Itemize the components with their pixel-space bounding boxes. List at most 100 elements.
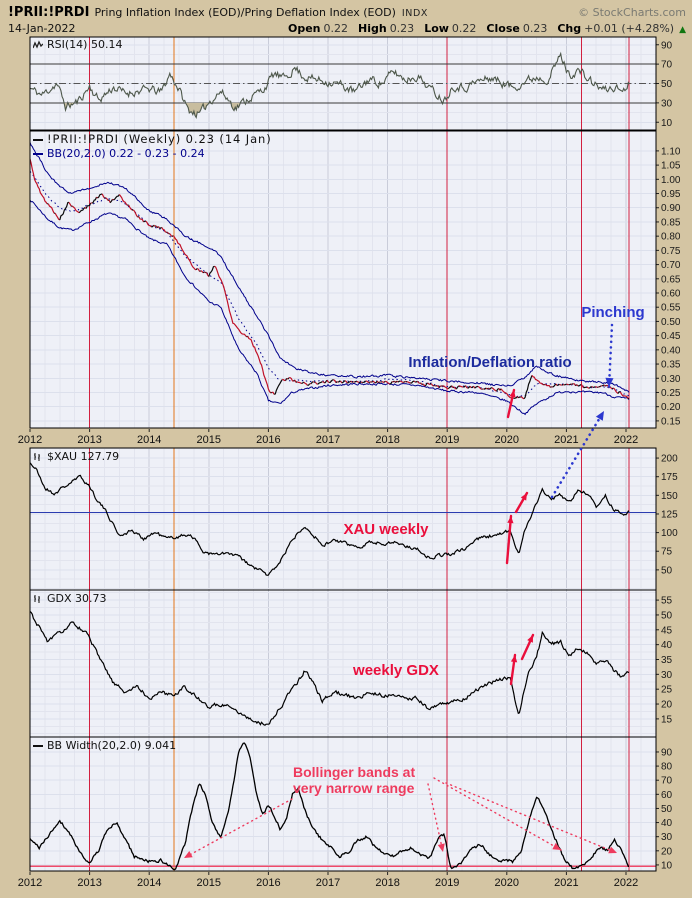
svg-text:80: 80 [661, 762, 673, 773]
header-quote-row: 14-Jan-2022 Open 0.22 High 0.23 Low 0.22… [0, 20, 692, 35]
arrowhead [608, 846, 617, 854]
y-axis-main: 1.10 1.05 1.00 0.95 0.90 0.85 0.80 0.75 0.70 0.65… [656, 146, 681, 427]
rsi-legend-label: RSI(14) 50.14 [47, 38, 123, 51]
y-axis-rsi: 90 70 50 30 10 [656, 40, 673, 129]
annotation-text: Pinching [581, 304, 644, 321]
arrowhead [605, 377, 614, 387]
price-bars-icon [34, 594, 40, 603]
bbwidth-legend-label: BB Width(20,2.0) 9.041 [47, 739, 177, 752]
year-label: 2013 [77, 877, 101, 889]
svg-text:100: 100 [661, 528, 678, 539]
year-label: 2015 [197, 877, 221, 889]
svg-text:0.25: 0.25 [661, 388, 681, 399]
svg-text:50: 50 [661, 79, 673, 90]
svg-text:0.90: 0.90 [661, 203, 681, 214]
gridlines [29, 737, 657, 871]
symbol: !PRII:!PRDI [8, 5, 90, 20]
year-label: 2019 [435, 877, 459, 889]
price-bars-icon [34, 452, 40, 461]
year-label: 2021 [554, 877, 578, 889]
svg-text:0.55: 0.55 [661, 303, 681, 314]
series-xau [30, 462, 630, 576]
ratio-legend-label: !PRII:!PRDI (Weekly) 0.23 (14 Jan) [47, 132, 272, 146]
series-main [30, 142, 630, 416]
svg-text:0.95: 0.95 [661, 189, 681, 200]
year-label: 2017 [316, 877, 340, 889]
svg-text:40: 40 [661, 818, 673, 829]
svg-text:35: 35 [661, 655, 673, 666]
low-value: 0.22 [451, 22, 477, 35]
svg-text:0.20: 0.20 [661, 402, 681, 413]
arrowhead [184, 851, 193, 858]
svg-text:0.40: 0.40 [661, 345, 681, 356]
x-axis-years: 2012 2013 2014 2015 2016 2017 2018 2019 2020 2021… [18, 429, 638, 446]
series-line-BB Width(20,2.0) [30, 742, 629, 871]
arrowhead [595, 411, 604, 421]
arrowhead [437, 843, 445, 852]
svg-text:1.00: 1.00 [661, 175, 681, 186]
rsi-legend: RSI(14) 50.14 [33, 39, 122, 50]
exchange-label: INDX [401, 8, 429, 19]
svg-text:40: 40 [661, 640, 673, 651]
header-title-row: !PRII:!PRDI Pring Inflation Index (EOD)/… [0, 0, 692, 20]
high-value: 0.23 [389, 22, 415, 35]
annotation-text: Inflation/Deflation ratio [408, 354, 571, 371]
arrowhead [510, 655, 518, 663]
y-axis-bbw: 90 80 70 60 50 40 30 20 10 [656, 747, 673, 871]
bollinger-line-swatch [33, 152, 43, 155]
year-label: 2020 [495, 877, 519, 889]
bollinger-legend: BB(20,2.0) 0.22 - 0.23 - 0.24 [33, 148, 205, 159]
svg-text:90: 90 [661, 747, 673, 758]
annotation-text: XAU weekly [343, 521, 429, 538]
change-label: Chg [557, 22, 582, 35]
svg-text:0.85: 0.85 [661, 217, 681, 228]
year-label: 2018 [375, 877, 399, 889]
svg-text:0.60: 0.60 [661, 289, 681, 300]
arrowhead [552, 842, 561, 850]
svg-text:20: 20 [661, 700, 673, 711]
y-axis-gdx: 55 50 45 40 35 30 25 20 15 [656, 596, 673, 725]
svg-text:55: 55 [661, 596, 673, 607]
ohlc-readout: Open 0.22 High 0.23 Low 0.22 Close 0.23 … [281, 22, 686, 35]
svg-text:60: 60 [661, 790, 673, 801]
svg-text:0.80: 0.80 [661, 232, 681, 243]
svg-text:200: 200 [661, 454, 678, 465]
year-label: 2014 [137, 877, 161, 889]
open-label: Open [287, 22, 321, 35]
series-line-$XAU weekly [30, 462, 630, 576]
chart-header: !PRII:!PRDI Pring Inflation Index (EOD)/… [0, 0, 692, 35]
high-label: High [358, 22, 387, 35]
svg-text:0.70: 0.70 [661, 260, 681, 271]
svg-text:45: 45 [661, 625, 673, 636]
svg-text:150: 150 [661, 491, 678, 502]
year-label: 2022 [614, 877, 638, 889]
panel-bbw: 90 80 70 60 50 40 30 20 10 [29, 736, 673, 872]
svg-text:0.45: 0.45 [661, 331, 681, 342]
y-axis-xau: 200 175 150 125 100 75 50 [656, 454, 678, 576]
series-line-GDX weekly [30, 610, 630, 726]
chart-title: Pring Inflation Index (EOD)/Pring Deflat… [94, 6, 396, 19]
year-label: 2019 [435, 434, 459, 446]
series-line-RSI(14) [30, 51, 630, 120]
arrowhead [520, 493, 527, 501]
year-label: 2016 [256, 877, 280, 889]
bollinger-legend-label: BB(20,2.0) 0.22 - 0.23 - 0.24 [47, 147, 205, 160]
chart-date: 14-Jan-2022 [8, 22, 76, 35]
arrowhead [509, 390, 516, 398]
year-label: 2021 [554, 434, 578, 446]
svg-text:175: 175 [661, 472, 678, 483]
low-label: Low [424, 22, 449, 35]
panel-gdx: 55 50 45 40 35 30 25 20 15 [29, 589, 673, 738]
svg-text:10: 10 [661, 118, 673, 129]
svg-text:0.50: 0.50 [661, 317, 681, 328]
year-label: 2012 [18, 877, 42, 889]
open-value: 0.22 [323, 22, 349, 35]
year-label: 2022 [614, 434, 638, 446]
annotation-text: Bollinger bands at [293, 764, 415, 780]
svg-text:0.65: 0.65 [661, 274, 681, 285]
gridlines [29, 590, 657, 737]
svg-text:1.05: 1.05 [661, 161, 681, 172]
svg-text:10: 10 [661, 860, 673, 871]
arrowhead [527, 635, 533, 643]
